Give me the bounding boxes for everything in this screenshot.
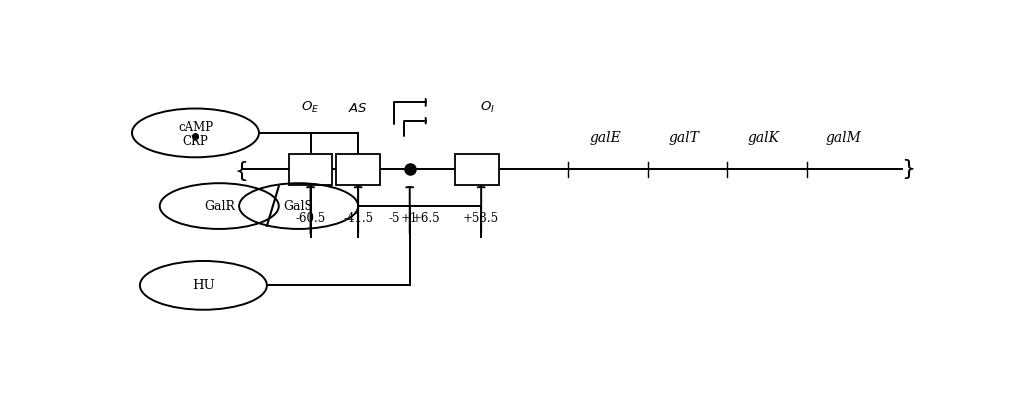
Text: -5: -5	[389, 212, 400, 225]
Text: }: }	[229, 160, 244, 179]
Text: $O_E$: $O_E$	[301, 99, 319, 114]
Text: galT: galT	[669, 131, 699, 145]
Text: CRP: CRP	[182, 135, 208, 148]
Bar	[336, 154, 380, 185]
Bar	[289, 154, 333, 185]
Text: galM: galM	[825, 131, 861, 145]
Text: GalR: GalR	[204, 200, 234, 213]
Text: +53.5: +53.5	[463, 212, 500, 225]
Text: $O_I$: $O_I$	[480, 99, 495, 114]
Text: }: }	[901, 160, 915, 179]
Text: +6.5: +6.5	[412, 212, 440, 225]
Text: +1: +1	[401, 212, 419, 225]
Text: -60.5: -60.5	[295, 212, 326, 225]
Text: galE: galE	[589, 131, 621, 145]
Text: $AS$: $AS$	[348, 102, 368, 114]
Text: GalS: GalS	[284, 200, 313, 213]
Text: -41.5: -41.5	[343, 212, 373, 225]
Text: HU: HU	[191, 279, 215, 292]
Bar	[456, 154, 499, 185]
Text: cAMP: cAMP	[178, 121, 213, 134]
Text: galK: galK	[748, 131, 779, 145]
